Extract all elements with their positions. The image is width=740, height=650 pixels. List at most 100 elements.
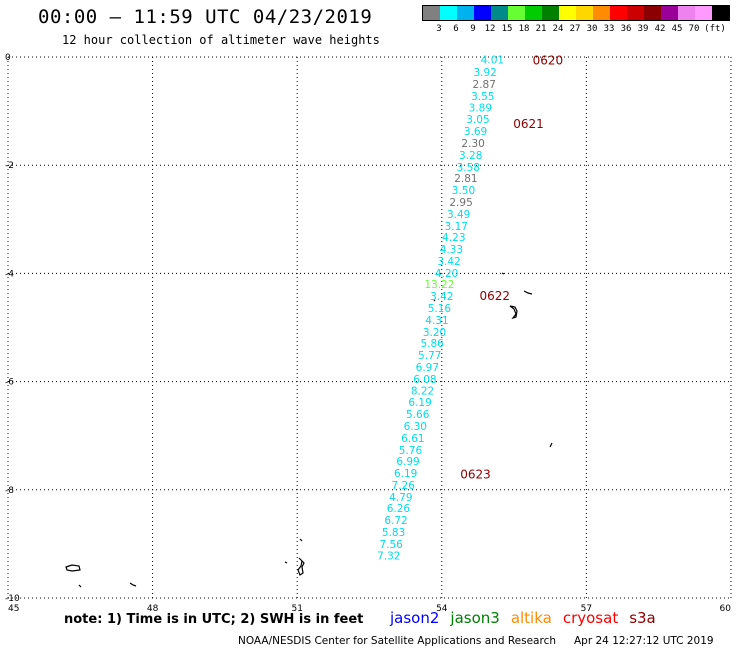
legend-swatch: [576, 6, 593, 20]
wave-height-value: 3.69: [464, 126, 487, 138]
satellite-name-jason3: jason3: [450, 609, 500, 627]
y-tick-label: -4: [5, 269, 14, 279]
wave-height-value: 7.32: [377, 550, 400, 562]
legend-label: 33: [603, 24, 615, 34]
wave-height-value: 4.33: [440, 244, 463, 256]
wave-height-value: 6.61: [401, 433, 424, 445]
island-outline: [299, 538, 303, 542]
wave-height-value: 3.05: [466, 114, 489, 126]
axis-tick-labels: 45 48 51 54 57 60 0 -2 -4 -6 -8 -10: [5, 53, 731, 614]
legend-swatch: [491, 6, 508, 20]
island-outline: [501, 272, 505, 275]
wave-height-value: 8.22: [411, 385, 434, 397]
legend-swatch: [644, 6, 661, 20]
wave-height-value: 4.01: [481, 55, 504, 67]
legend-label: 21: [535, 24, 547, 34]
legend-label: 12: [484, 24, 496, 34]
x-tick-label: 51: [291, 604, 302, 614]
island-outline: [65, 564, 81, 572]
wave-height-value: 2.87: [473, 79, 496, 91]
wave-height-labels: 4.013.922.873.553.893.053.692.303.283.58…: [377, 55, 504, 563]
x-tick-label: 54: [436, 604, 448, 614]
credit-line: NOAA/NESDIS Center for Satellite Applica…: [238, 635, 714, 647]
island-outline: [433, 299, 436, 302]
wave-height-value: 4.23: [442, 232, 465, 244]
wave-height-value: 3.20: [423, 327, 446, 339]
wave-height-value: 3.92: [473, 67, 496, 79]
legend-label: 39: [637, 24, 649, 34]
y-tick-label: -2: [5, 161, 14, 171]
time-label: 0620: [533, 54, 564, 68]
wave-height-value: 3.42: [437, 256, 460, 268]
y-tick-label: 0: [5, 53, 11, 63]
island-outline: [129, 582, 137, 587]
wave-height-value: 3.50: [452, 185, 475, 197]
legend-swatch: [627, 6, 644, 20]
island-outline: [523, 290, 533, 295]
legend-swatch: [559, 6, 576, 20]
wave-height-value: 4.31: [425, 315, 448, 327]
legend-label: 3: [436, 24, 442, 34]
y-tick-label: -10: [5, 594, 20, 604]
wave-height-value: 6.99: [396, 456, 419, 468]
wave-height-value: 6.30: [404, 421, 427, 433]
legend-label: 70: [688, 24, 700, 34]
wave-height-value: 5.83: [382, 527, 405, 539]
wave-height-value: 7.56: [379, 539, 403, 551]
legend-swatch: [610, 6, 627, 20]
legend-label: 42: [654, 24, 666, 34]
legend-label: 6: [453, 24, 459, 34]
y-tick-label: -6: [5, 378, 14, 388]
x-tick-label: 45: [8, 604, 19, 614]
wave-height-value: 7.26: [392, 480, 416, 492]
time-label: 0622: [480, 289, 511, 303]
legend-swatches: [422, 5, 730, 21]
wave-height-value: 2.81: [454, 173, 477, 185]
x-tick-label: 57: [581, 604, 592, 614]
satellite-legend: jason2 jason3 altika cryosat s3a: [390, 609, 667, 627]
legend-label: 45: [671, 24, 683, 34]
satellite-name-altika: altika: [510, 609, 552, 627]
wave-height-value: 5.77: [418, 350, 441, 362]
legend-label: 24: [552, 24, 564, 34]
wave-height-value: 6.08: [413, 374, 436, 386]
legend-swatch: [542, 6, 559, 20]
map-subtitle: 12 hour collection of altimeter wave hei…: [62, 33, 380, 47]
legend-swatch: [593, 6, 610, 20]
time-labels: 0620 0621 0622 0623: [460, 54, 563, 482]
wave-height-value: 5.76: [399, 445, 423, 457]
x-tick-label: 48: [147, 604, 159, 614]
legend-swatch: [712, 6, 729, 20]
wave-height-value: 2.30: [461, 138, 484, 150]
wave-height-value: 3.49: [447, 209, 470, 221]
legend-swatch: [474, 6, 491, 20]
time-label: 0621: [513, 117, 544, 131]
y-tick-label: -8: [5, 486, 14, 496]
satellite-name-jason2: jason2: [390, 609, 440, 627]
legend-label: (ft): [704, 24, 726, 34]
wave-height-value: 6.19: [408, 397, 431, 409]
island-outline: [297, 557, 305, 576]
satellite-name-s3a: s3a: [629, 609, 656, 627]
legend-label: 18: [518, 24, 530, 34]
legend-swatch: [440, 6, 457, 20]
legend-label: 30: [586, 24, 598, 34]
legend-labels: 3 6 9 12 15 18 21 24 27 30 33 36 39 42 45 70 (ft): [422, 21, 730, 35]
wave-height-value: 4.79: [389, 492, 412, 504]
footer-note: note: 1) Time is in UTC; 2) SWH is in fe…: [64, 612, 364, 627]
island-outline: [284, 561, 288, 564]
wave-height-value: 6.72: [384, 515, 407, 527]
wave-height-value: 2.95: [449, 197, 472, 209]
wave-height-value: 5.66: [406, 409, 430, 421]
legend-label: 36: [620, 24, 632, 34]
legend-swatch: [661, 6, 678, 20]
legend-label: 27: [569, 24, 581, 34]
map-title: 00:00 — 11:59 UTC 04/23/2019: [38, 6, 373, 28]
legend-label: 15: [501, 24, 513, 34]
wave-height-value: 4.20: [435, 268, 458, 280]
legend-swatch: [678, 6, 695, 20]
island-outline: [549, 442, 553, 448]
satellite-name-cryosat: cryosat: [562, 609, 619, 627]
x-tick-label: 60: [720, 604, 732, 614]
